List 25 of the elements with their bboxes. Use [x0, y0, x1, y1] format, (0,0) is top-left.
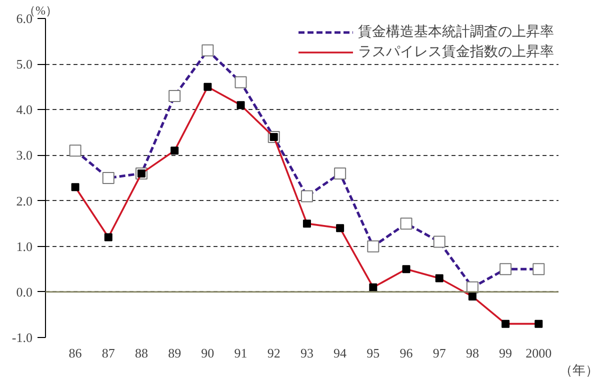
x-tick-label: 89 — [168, 346, 182, 360]
x-tick-label: 90 — [201, 346, 214, 360]
x-tick-label: 88 — [134, 346, 148, 360]
legend-label: ラスパイレス賃金指数の上昇率 — [358, 43, 554, 61]
x-tick-label: 2000 — [526, 346, 552, 360]
x-axis-title: （年） — [560, 362, 598, 377]
y-tick-label: -1.0 — [12, 330, 33, 345]
y-tick-label: 0.0 — [16, 284, 32, 300]
x-tick-label: 92 — [267, 346, 280, 360]
x-tick-label: 94 — [334, 346, 348, 360]
x-tick-label: 91 — [234, 346, 248, 360]
x-tick-label: 86 — [68, 346, 82, 360]
y-tick-label: 5.0 — [16, 56, 32, 72]
y-tick-label: 3.0 — [16, 148, 32, 163]
x-tick-label: 87 — [102, 346, 116, 360]
x-tick-label: 99 — [499, 346, 512, 360]
x-tick-label: 96 — [400, 346, 414, 360]
x-tick-label: 95 — [366, 346, 380, 360]
x-tick-label: 93 — [300, 346, 314, 360]
y-tick-label: 2.0 — [16, 193, 32, 208]
x-tick-label: 97 — [432, 346, 446, 360]
y-tick-label: 4.0 — [16, 102, 32, 118]
x-tick-label: 98 — [466, 346, 479, 360]
legend-label: 賃金構造基本統計調査の上昇率 — [358, 23, 554, 41]
y-tick-label: 1.0 — [16, 238, 32, 254]
